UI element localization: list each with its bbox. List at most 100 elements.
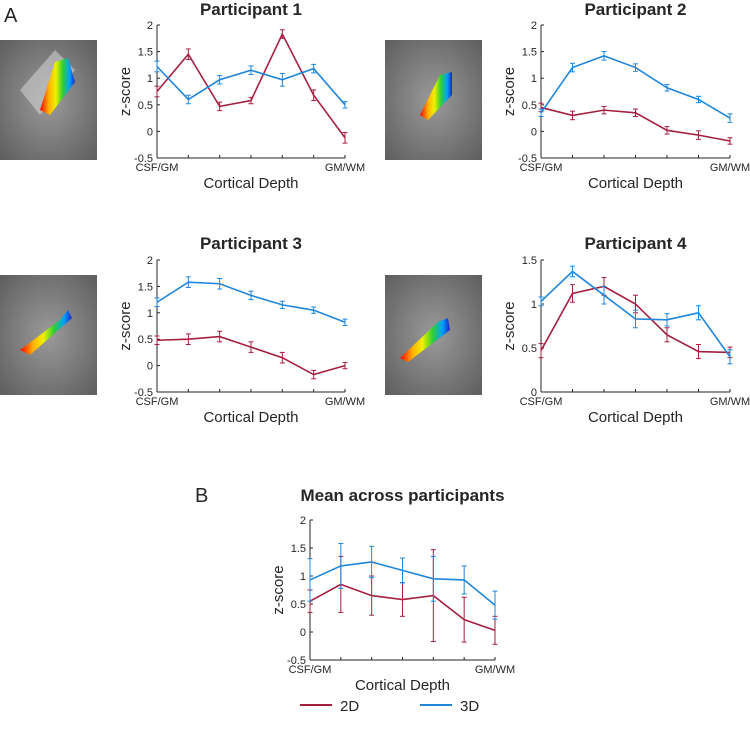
error-bar — [538, 296, 544, 307]
error-bar — [279, 351, 285, 364]
x-tick-label: CSF/GM — [520, 396, 563, 408]
error-bar — [664, 84, 670, 92]
error-bar — [279, 72, 285, 87]
error-bar — [400, 557, 405, 584]
y-tick-label: -0.5 — [134, 153, 153, 165]
error-bar — [342, 318, 348, 326]
x-tick-label: CSF/GM — [136, 396, 179, 408]
error-bar — [664, 126, 670, 135]
brain-image — [0, 275, 97, 395]
error-bar — [279, 300, 285, 310]
error-bar — [461, 596, 467, 643]
y-tick-label: 0 — [300, 627, 306, 639]
error-bar — [696, 343, 701, 360]
error-bar — [727, 349, 733, 365]
error-bar — [154, 85, 160, 98]
error-bar — [342, 361, 348, 370]
x-axis-label: Cortical Depth — [355, 677, 450, 694]
error-bar — [570, 62, 575, 73]
error-bar — [154, 335, 160, 345]
y-tick-label: 2 — [300, 515, 306, 527]
error-bar — [430, 555, 436, 602]
y-tick-label: 0 — [147, 126, 153, 138]
chart-title: Participant 1 — [200, 0, 302, 19]
legend-label: 2D — [340, 698, 359, 715]
error-bar — [185, 48, 191, 61]
error-bar — [570, 284, 575, 303]
error-bar — [311, 306, 317, 314]
y-tick-label: 1 — [300, 571, 306, 583]
error-bar — [248, 341, 254, 353]
error-bar — [633, 309, 638, 329]
x-tick-label: CSF/GM — [136, 162, 179, 174]
y-tick-label: 1.5 — [522, 47, 537, 59]
error-bar — [154, 60, 160, 73]
y-tick-label: 0.5 — [522, 100, 537, 112]
error-bar — [369, 545, 375, 579]
error-bar — [461, 565, 467, 595]
error-bar — [154, 297, 160, 307]
error-bar — [217, 101, 223, 112]
x-tick-label: GM/WM — [475, 664, 515, 676]
y-tick-label: 1.5 — [138, 281, 153, 293]
x-tick-label: GM/WM — [710, 396, 750, 408]
chart-title: Participant 3 — [200, 234, 302, 253]
error-bar — [311, 369, 317, 380]
error-bar — [217, 277, 223, 290]
x-tick-label: CSF/GM — [520, 162, 563, 174]
brain-image — [0, 40, 97, 160]
brain-image — [385, 275, 482, 395]
y-tick-label: 1 — [147, 308, 153, 320]
y-tick-label: -0.5 — [134, 387, 153, 399]
error-bar — [696, 130, 701, 140]
error-bar — [311, 89, 317, 102]
error-bar — [601, 105, 607, 115]
error-bar — [342, 101, 348, 109]
y-axis-label: z-score — [117, 67, 134, 116]
error-bar — [217, 75, 223, 85]
y-tick-label: 1 — [147, 73, 153, 85]
y-tick-label: -0.5 — [518, 153, 537, 165]
y-tick-label: 0 — [531, 126, 537, 138]
x-tick-label: GM/WM — [325, 162, 365, 174]
y-axis-label: z-score — [501, 301, 518, 350]
y-tick-label: 1.5 — [138, 47, 153, 59]
chart-title: Mean across participants — [300, 486, 504, 505]
y-tick-label: 2 — [531, 20, 537, 32]
error-bar — [311, 63, 317, 74]
x-axis-label: Cortical Depth — [203, 175, 298, 192]
error-bar — [185, 276, 191, 288]
error-bar — [342, 131, 348, 144]
legend-label: 3D — [460, 698, 479, 715]
error-bar — [492, 590, 498, 620]
y-tick-label: 0 — [147, 361, 153, 373]
y-tick-label: 0.5 — [291, 599, 306, 611]
error-bar — [601, 285, 607, 305]
x-tick-label: GM/WM — [325, 396, 365, 408]
y-tick-label: 1 — [531, 299, 537, 311]
error-bar — [664, 313, 670, 327]
series-line — [156, 32, 346, 139]
error-bar — [338, 543, 344, 589]
error-bar — [248, 290, 254, 301]
y-tick-label: 0.5 — [522, 343, 537, 355]
y-tick-label: 0 — [531, 387, 537, 399]
error-bar — [217, 330, 223, 343]
panel-label: A — [4, 5, 18, 27]
y-axis-label: z-score — [501, 67, 518, 116]
y-tick-label: 1 — [531, 73, 537, 85]
series-line — [156, 281, 346, 324]
error-bar — [248, 96, 254, 105]
error-bar — [696, 305, 701, 321]
x-tick-label: CSF/GM — [289, 664, 332, 676]
x-axis-label: Cortical Depth — [203, 409, 298, 426]
error-bar — [727, 113, 733, 123]
error-bar — [633, 63, 638, 72]
y-tick-label: 2 — [147, 255, 153, 267]
chart-title: Participant 2 — [584, 0, 686, 19]
y-tick-label: 0.5 — [138, 334, 153, 346]
y-axis-label: z-score — [270, 565, 287, 614]
brain-image — [385, 40, 482, 160]
error-bar — [664, 327, 670, 343]
